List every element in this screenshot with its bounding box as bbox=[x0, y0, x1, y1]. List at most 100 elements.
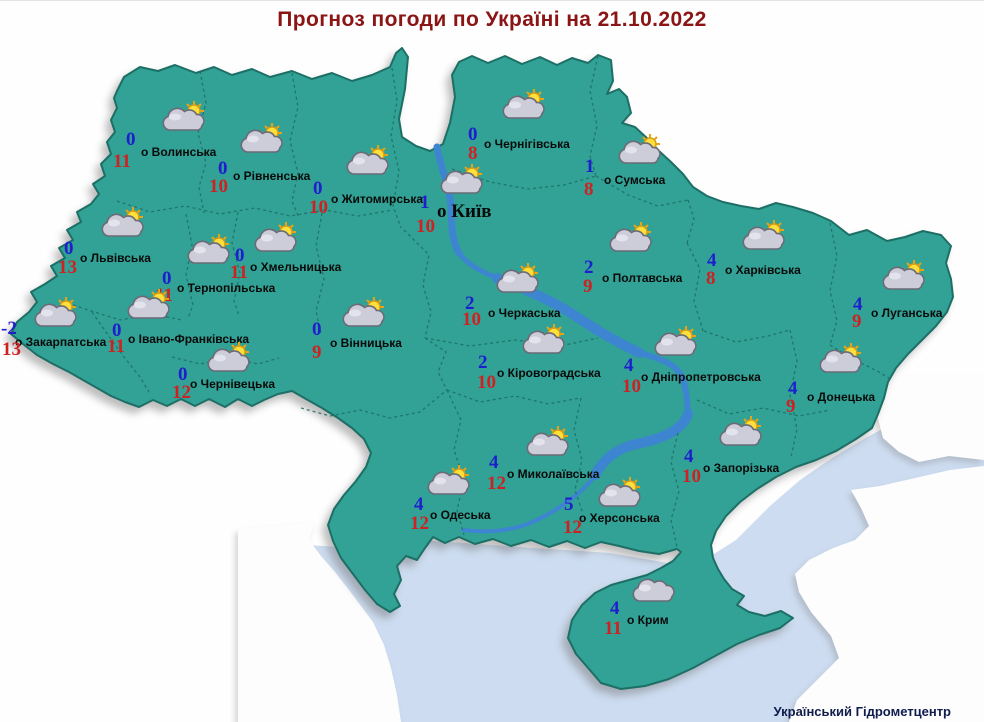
partly-cloudy-icon bbox=[492, 263, 542, 297]
min-temperature: 0 bbox=[235, 245, 245, 266]
min-temperature: 0 bbox=[312, 319, 322, 340]
partly-cloudy-icon bbox=[594, 477, 644, 511]
region-label: о Чернівецька bbox=[190, 377, 276, 391]
max-temperature: 8 bbox=[706, 268, 716, 289]
max-temperature: 8 bbox=[468, 143, 478, 164]
region-label: о Черкаська bbox=[488, 306, 561, 320]
partly-cloudy-icon bbox=[158, 101, 208, 135]
region-label: о Миколаївська bbox=[507, 467, 600, 481]
region-label: о Донецька bbox=[807, 390, 876, 404]
max-temperature: 10 bbox=[622, 376, 641, 397]
max-temperature: 9 bbox=[852, 311, 862, 332]
partly-cloudy-icon bbox=[815, 343, 865, 377]
min-temperature: 0 bbox=[218, 158, 228, 179]
partly-cloudy-icon bbox=[650, 326, 700, 360]
max-temperature: 10 bbox=[462, 309, 481, 330]
min-temperature: 2 bbox=[465, 293, 475, 314]
min-temperature: 4 bbox=[624, 355, 634, 376]
region-label: о Львівська bbox=[80, 251, 151, 265]
min-temperature: 1 bbox=[420, 192, 430, 213]
partly-cloudy-icon bbox=[498, 89, 548, 123]
partly-cloudy-icon bbox=[436, 164, 486, 198]
cloud-glyph bbox=[632, 578, 675, 602]
max-temperature: 11 bbox=[604, 618, 622, 639]
partly-cloudy-icon bbox=[878, 260, 928, 294]
max-temperature: 13 bbox=[2, 339, 21, 360]
partly-cloudy-icon bbox=[97, 207, 147, 241]
max-temperature: 10 bbox=[209, 176, 228, 197]
min-temperature: 4 bbox=[489, 452, 499, 473]
region-label: о Кіровоградська bbox=[497, 366, 601, 380]
partly-cloudy-icon bbox=[423, 465, 473, 499]
region-label: о Крим bbox=[627, 613, 669, 627]
min-temperature: 2 bbox=[478, 352, 488, 373]
min-temperature: 4 bbox=[707, 250, 717, 271]
partly-cloudy-icon bbox=[605, 222, 655, 256]
map-title: Прогноз погоди по Україні на 21.10.2022 bbox=[277, 8, 707, 31]
min-temperature: 4 bbox=[788, 378, 798, 399]
romania-landmass bbox=[238, 522, 401, 722]
max-temperature: 10 bbox=[416, 216, 435, 237]
partly-cloudy-icon bbox=[250, 222, 300, 256]
region-label: о Полтавська bbox=[602, 271, 683, 285]
min-temperature: -2 bbox=[1, 318, 17, 339]
region-label: о Луганська bbox=[871, 306, 943, 320]
partly-cloudy-icon bbox=[738, 220, 788, 254]
partly-cloudy-icon bbox=[203, 342, 253, 376]
partly-cloudy-icon bbox=[338, 297, 388, 331]
min-temperature: 4 bbox=[414, 494, 424, 515]
region-label: о Харківська bbox=[725, 263, 801, 277]
region-label: о Київ bbox=[437, 201, 492, 222]
region-label: о Дніпропетровська bbox=[641, 370, 761, 384]
max-temperature: 13 bbox=[58, 257, 77, 278]
min-temperature: 4 bbox=[853, 294, 863, 315]
ukraine-landmass bbox=[10, 47, 954, 690]
region-label: о Житомирська bbox=[331, 192, 424, 206]
partly-cloudy-icon bbox=[518, 324, 568, 358]
max-temperature: 12 bbox=[172, 382, 191, 403]
min-temperature: 5 bbox=[564, 494, 574, 515]
region-label: о Івано-Франківська bbox=[128, 332, 250, 346]
partly-cloudy-icon bbox=[236, 123, 286, 157]
region-label: о Закарпатська bbox=[15, 335, 107, 349]
region-label: о Волинська bbox=[141, 145, 217, 159]
partly-cloudy-icon bbox=[342, 145, 392, 179]
max-temperature: 9 bbox=[583, 276, 593, 297]
region-label: о Сумська bbox=[604, 173, 666, 187]
max-temperature: 12 bbox=[487, 473, 506, 494]
min-temperature: 0 bbox=[112, 320, 122, 341]
partly-cloudy-icon bbox=[30, 297, 80, 331]
min-temperature: 4 bbox=[610, 598, 620, 619]
max-temperature: 11 bbox=[107, 336, 125, 357]
max-temperature: 9 bbox=[312, 342, 322, 363]
region-label: о Херсонська bbox=[579, 511, 660, 525]
min-temperature: 1 bbox=[585, 156, 595, 177]
max-temperature: 12 bbox=[563, 517, 582, 538]
credit-label: Український Гідрометцентр bbox=[773, 704, 951, 719]
partly-cloudy-icon bbox=[123, 289, 173, 323]
region-label: о Вінницька bbox=[330, 336, 402, 350]
black-sea bbox=[240, 423, 984, 722]
max-temperature: 8 bbox=[584, 179, 594, 200]
kuban-landmass bbox=[789, 466, 984, 722]
region-label: о Запорізька bbox=[703, 461, 780, 475]
min-temperature: 0 bbox=[468, 124, 478, 145]
max-temperature: 10 bbox=[682, 466, 701, 487]
min-temperature: 0 bbox=[178, 364, 188, 385]
region-label: о Чернігівська bbox=[484, 137, 570, 151]
min-temperature: 0 bbox=[162, 268, 172, 289]
min-temperature: 2 bbox=[584, 257, 594, 278]
max-temperature: 10 bbox=[309, 197, 328, 218]
min-temperature: 0 bbox=[126, 129, 136, 150]
region-label: о Одеська bbox=[430, 508, 491, 522]
max-temperature: 10 bbox=[477, 372, 496, 393]
max-temperature: 9 bbox=[786, 396, 796, 417]
min-temperature: 0 bbox=[313, 178, 323, 199]
max-temperature: 11 bbox=[113, 151, 131, 172]
russia-landmass bbox=[875, 376, 984, 462]
partly-cloudy-icon bbox=[614, 134, 664, 168]
min-temperature: 4 bbox=[684, 446, 694, 467]
region-label: о Тернопільська bbox=[177, 281, 276, 295]
